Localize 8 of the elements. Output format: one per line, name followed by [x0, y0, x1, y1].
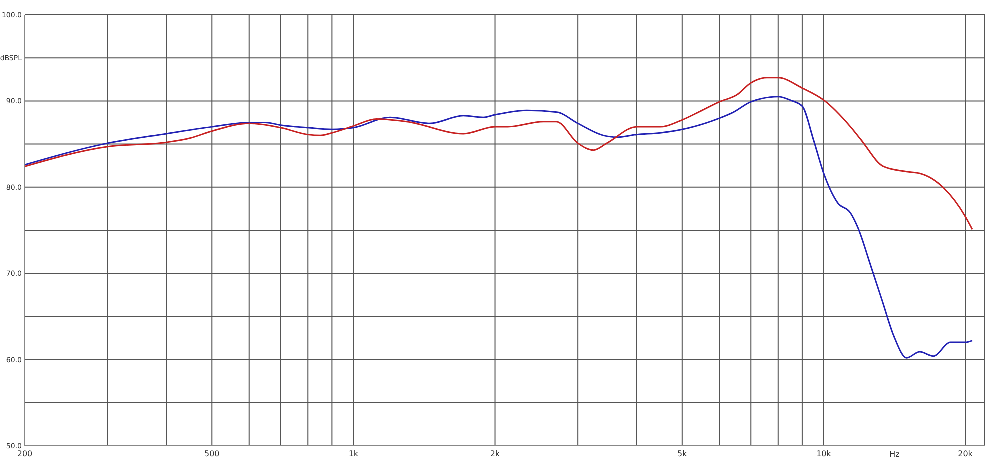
- x-tick-label: 500: [204, 450, 220, 459]
- x-tick-label: 20k: [958, 450, 974, 459]
- x-axis-title: Hz: [890, 450, 900, 459]
- x-tick-label: 5k: [678, 450, 688, 459]
- x-tick-label: 200: [17, 450, 33, 459]
- x-tick-label: 2k: [490, 450, 500, 459]
- x-tick-label: 1k: [348, 450, 359, 459]
- x-tick-label: 10k: [816, 450, 832, 459]
